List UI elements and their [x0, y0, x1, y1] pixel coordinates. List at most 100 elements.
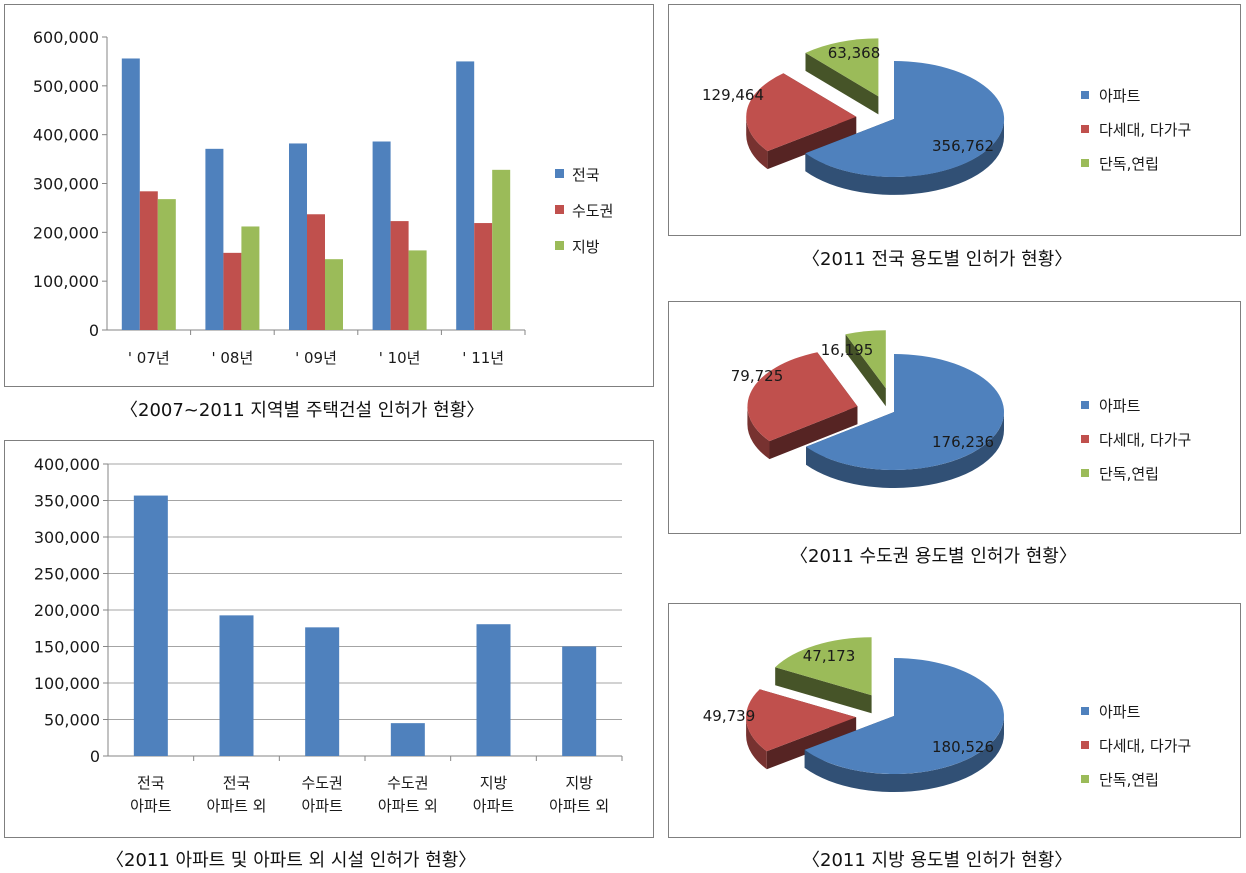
x-tick-label-line1: 수도권 [301, 774, 342, 792]
bar-수도권 [390, 221, 409, 330]
y-tick-label: 500,000 [33, 77, 99, 96]
y-tick-label: 0 [90, 747, 100, 766]
legend-label: 다세대, 다가구 [1099, 121, 1191, 139]
x-tick-label-line1: 지방 [565, 774, 593, 792]
bar-지방 [408, 250, 427, 330]
pie-slice-다세대, 다가구 [746, 73, 857, 152]
legend-swatch [555, 169, 564, 178]
y-tick-label: 350,000 [34, 492, 100, 511]
bar-지방 [241, 226, 260, 330]
bar [562, 646, 597, 756]
pie-slice-side [766, 717, 857, 770]
legend-label: 단독,연립 [1099, 155, 1159, 173]
pie-slice-아파트 [804, 658, 1004, 774]
x-tick-label-line1: 전국 [137, 774, 165, 792]
apt-bar-chart: 0 50,000 100,000 150,000 200,000 250,000 300,0… [34, 455, 623, 815]
pie-slice-side [775, 667, 872, 714]
pie-value-label: 129,464 [702, 86, 764, 104]
pie-slice-다세대, 다가구 [746, 689, 857, 752]
apt-chart-panel: 0 50,000 100,000 150,000 200,000 250,000 300,0… [4, 440, 654, 838]
pie-slice-다세대, 다가구 [747, 352, 858, 442]
bar-전국 [456, 61, 475, 331]
x-tick-label-line1: 지방 [480, 774, 508, 792]
x-tick-label-line2: 아파트 외 [378, 797, 438, 815]
y-tick-label: 400,000 [34, 455, 100, 474]
x-tick-label-line2: 아파트 [473, 797, 515, 815]
legend-swatch [1081, 435, 1089, 443]
legend-swatch [1081, 91, 1089, 99]
pie-capital-panel: 176,236 79,725 16,195 아파트 다세대, 다가구 단독,연립 [668, 301, 1241, 534]
pie-slice-rim [806, 412, 1004, 488]
y-tick-label: 600,000 [33, 28, 99, 47]
legend-label: 전국 [572, 166, 600, 184]
y-tick-label: 50,000 [44, 711, 100, 730]
legend-swatch [1081, 741, 1089, 749]
pie-slice-side [805, 52, 879, 115]
pie-value-label: 63,368 [828, 44, 881, 62]
x-tick-label: ' 10년 [379, 349, 421, 367]
y-tick-label: 300,000 [33, 175, 99, 194]
pie-slice-rim [747, 406, 770, 460]
bar [133, 495, 168, 756]
pie-value-label: 79,725 [731, 367, 784, 385]
pie-slice-rim [746, 116, 768, 170]
legend-label: 다세대, 다가구 [1099, 737, 1191, 755]
bar-지방 [325, 259, 343, 330]
legend-label: 지방 [572, 238, 600, 256]
pie-capital-caption: 〈2011 수도권 용도별 인허가 현황〉 [790, 546, 1077, 567]
regional-chart-caption: 〈2007~2011 지역별 주택건설 인허가 현황〉 [120, 400, 485, 421]
x-tick-label-line2: 아파트 외 [207, 797, 267, 815]
bar-전국 [121, 58, 140, 331]
pie-value-label: 176,236 [932, 433, 994, 451]
legend-swatch [1081, 401, 1089, 409]
legend-label: 아파트 [1099, 703, 1141, 721]
y-tick-label: 100,000 [34, 674, 100, 693]
bar [305, 627, 340, 756]
pie-national-caption: 〈2011 전국 용도별 인허가 현황〉 [802, 249, 1073, 270]
pie-slice-rim [805, 119, 1004, 195]
bar [476, 624, 511, 756]
x-tick-label: ' 11년 [462, 349, 504, 367]
bar-전국 [205, 148, 224, 330]
pie-slice-side [767, 116, 857, 170]
bar [219, 615, 254, 756]
legend-label: 아파트 [1099, 397, 1141, 415]
bar-수도권 [139, 191, 158, 330]
bar-수도권 [223, 252, 242, 330]
y-tick-label: 200,000 [33, 223, 99, 242]
y-tick-label: 250,000 [34, 565, 100, 584]
y-tick-label: 300,000 [34, 528, 100, 547]
y-tick-label: 200,000 [34, 601, 100, 620]
x-tick-label-line2: 아파트 [130, 797, 172, 815]
bar-지방 [157, 199, 176, 330]
x-tick-label: ' 08년 [212, 349, 254, 367]
bar-전국 [372, 141, 391, 330]
legend-swatch [1081, 707, 1089, 715]
bar-전국 [289, 143, 307, 330]
regional-bar-chart: 0 100,000 200,000 300,000 400,000 500,000 600,… [33, 28, 614, 367]
pie-value-label: 47,173 [803, 647, 856, 665]
legend-swatch [1081, 469, 1089, 477]
pie-value-label: 49,739 [703, 707, 756, 725]
pie-slice-아파트 [805, 60, 1005, 177]
x-tick-label-line1: 수도권 [387, 774, 428, 792]
pie-slice-rim [746, 717, 767, 770]
regional-chart-panel: 0 100,000 200,000 300,000 400,000 500,000 600,… [4, 4, 654, 387]
pie-slice-단독,연립 [805, 38, 879, 97]
pie-province-caption: 〈2011 지방 용도별 인허가 현황〉 [802, 850, 1073, 871]
bar-수도권 [307, 214, 325, 330]
legend-label: 아파트 [1099, 87, 1141, 105]
pie-slice-단독,연립 [775, 637, 872, 696]
legend-label: 다세대, 다가구 [1099, 431, 1191, 449]
pie-slice-rim [804, 716, 1004, 793]
pie-slice-단독,연립 [845, 330, 886, 389]
apt-chart-caption: 〈2011 아파트 및 아파트 외 시설 인허가 현황〉 [106, 850, 477, 871]
legend-swatch [1081, 125, 1089, 133]
bar [390, 723, 425, 756]
legend-label: 단독,연립 [1099, 771, 1159, 789]
pie-slice-side [769, 406, 858, 460]
bar-수도권 [474, 223, 493, 330]
legend-swatch [1081, 775, 1089, 783]
